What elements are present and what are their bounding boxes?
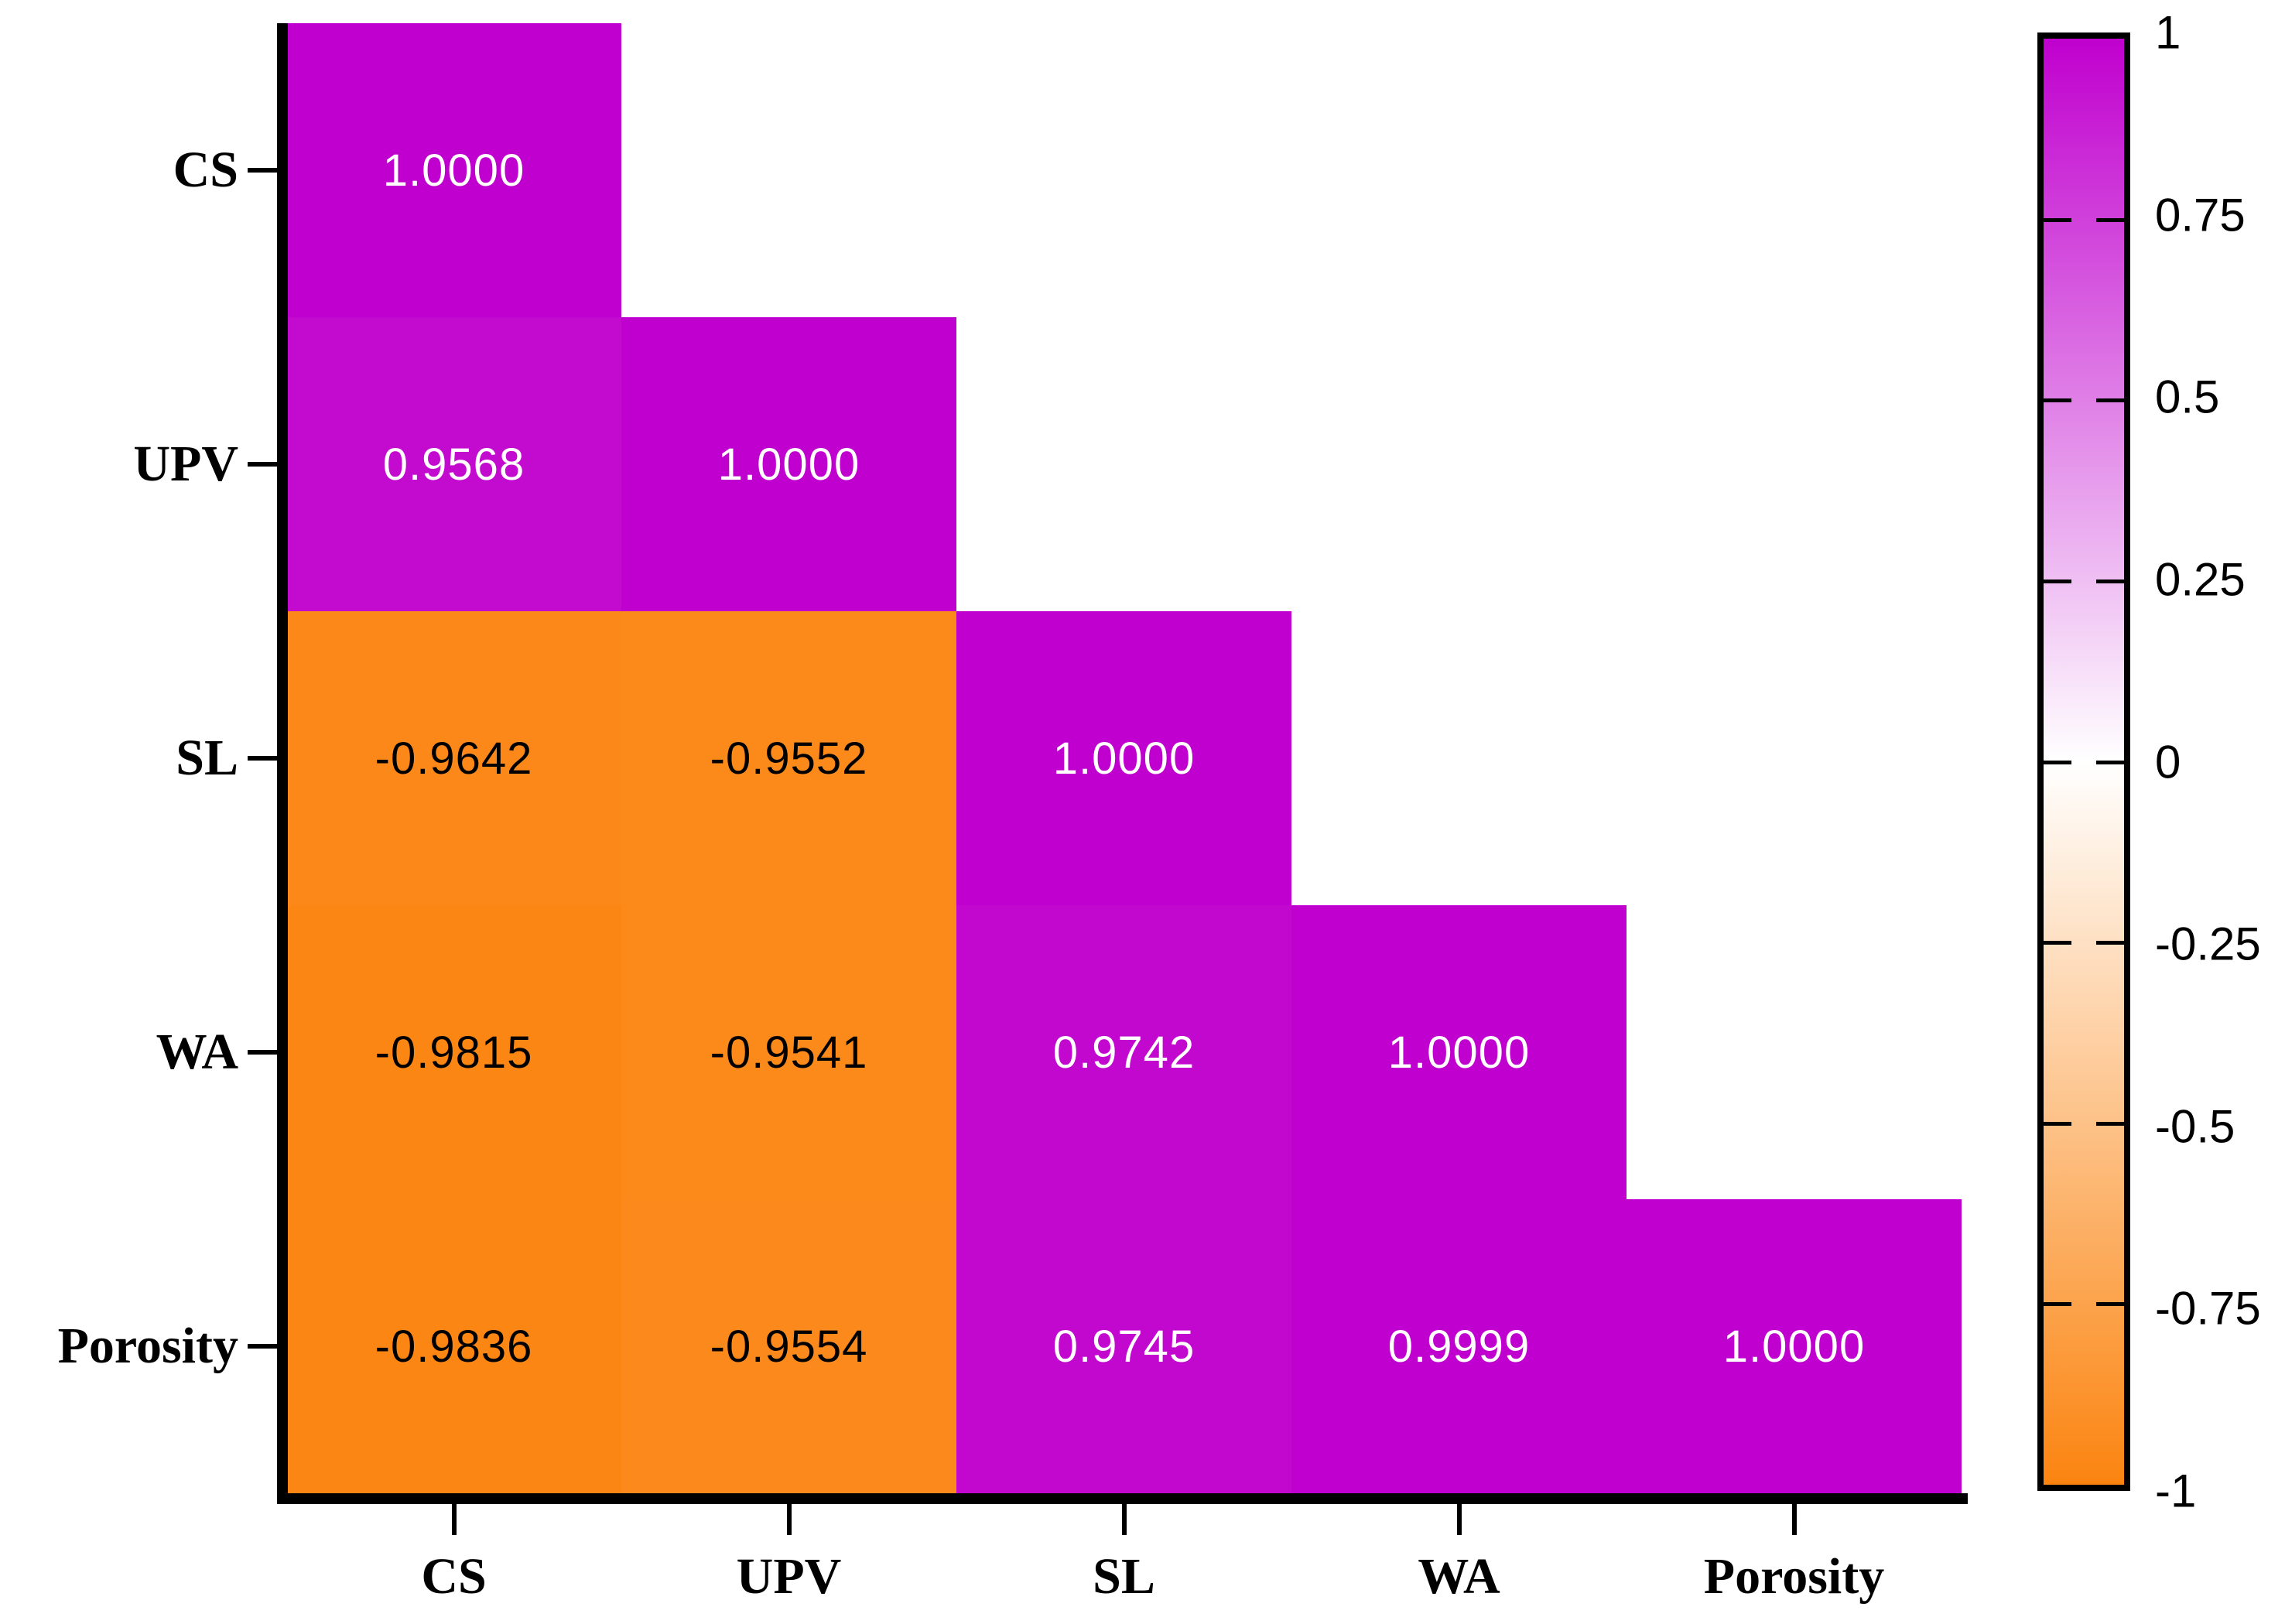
colorbar-label-0.5: 0.5 xyxy=(2155,371,2220,423)
colorbar-tick-left-0 xyxy=(2044,760,2071,764)
colorbar-tick-right-0 xyxy=(2096,760,2124,764)
heatmap-cell-Porosity-WA: 0.9999 xyxy=(1291,1199,1627,1493)
x-tick-CS xyxy=(451,1504,457,1535)
heatmap-cell-SL-CS: -0.9642 xyxy=(286,611,621,905)
colorbar-tick-right--0.5 xyxy=(2096,1121,2124,1126)
colorbar-tick-left-0.25 xyxy=(2044,579,2071,583)
heatmap-cell-WA-SL: 0.9742 xyxy=(956,905,1291,1199)
y-axis-label-WA: WA xyxy=(156,1024,238,1080)
colorbar-label--0.5: -0.5 xyxy=(2155,1100,2235,1153)
colorbar-tick-left--0.75 xyxy=(2044,1302,2071,1307)
heatmap-cell-UPV-UPV: 1.0000 xyxy=(621,317,956,611)
y-axis-line xyxy=(277,23,288,1504)
heatmap-cell-SL-SL: 1.0000 xyxy=(956,611,1291,905)
colorbar-tick-left-0.75 xyxy=(2044,217,2071,222)
x-tick-SL xyxy=(1121,1504,1127,1535)
colorbar-tick-right--0.25 xyxy=(2096,941,2124,945)
colorbar-label--0.25: -0.25 xyxy=(2155,918,2261,970)
x-axis-label-CS: CS xyxy=(421,1548,487,1605)
colorbar-label-1: 1 xyxy=(2155,6,2181,59)
heatmap-cell-WA-WA: 1.0000 xyxy=(1291,905,1627,1199)
heatmap-cell-WA-UPV: -0.9541 xyxy=(621,905,956,1199)
x-axis-label-WA: WA xyxy=(1418,1548,1500,1605)
colorbar xyxy=(2037,32,2130,1491)
y-tick-Porosity xyxy=(248,1344,277,1349)
y-tick-WA xyxy=(248,1050,277,1055)
y-tick-CS xyxy=(248,168,277,173)
x-tick-UPV xyxy=(786,1504,792,1535)
colorbar-label-0.25: 0.25 xyxy=(2155,553,2246,606)
y-tick-UPV xyxy=(248,462,277,467)
colorbar-label--1: -1 xyxy=(2155,1465,2197,1517)
heatmap-cell-SL-UPV: -0.9552 xyxy=(621,611,956,905)
y-axis-label-UPV: UPV xyxy=(133,436,238,492)
colorbar-tick-left--0.25 xyxy=(2044,941,2071,945)
x-axis-label-SL: SL xyxy=(1093,1548,1155,1605)
x-axis-line xyxy=(277,1493,1968,1504)
heatmap-cell-CS-CS: 1.0000 xyxy=(286,23,621,317)
heatmap-cell-UPV-CS: 0.9568 xyxy=(286,317,621,611)
heatmap-cell-WA-CS: -0.9815 xyxy=(286,905,621,1199)
x-tick-Porosity xyxy=(1791,1504,1797,1535)
heatmap-cell-Porosity-CS: -0.9836 xyxy=(286,1199,621,1493)
heatmap-cell-Porosity-SL: 0.9745 xyxy=(956,1199,1291,1493)
colorbar-tick-right--0.75 xyxy=(2096,1302,2124,1307)
colorbar-label--0.75: -0.75 xyxy=(2155,1282,2261,1335)
y-axis-label-SL: SL xyxy=(176,730,238,786)
y-axis-label-CS: CS xyxy=(173,142,238,198)
colorbar-tick-left--0.5 xyxy=(2044,1121,2071,1126)
colorbar-tick-right-0.25 xyxy=(2096,579,2124,583)
colorbar-tick-right-0.75 xyxy=(2096,217,2124,222)
colorbar-tick-left-0.5 xyxy=(2044,398,2071,403)
x-tick-WA xyxy=(1456,1504,1462,1535)
heatmap-cell-Porosity-UPV: -0.9554 xyxy=(621,1199,956,1493)
heatmap-cell-Porosity-Porosity: 1.0000 xyxy=(1627,1199,1962,1493)
colorbar-label-0.75: 0.75 xyxy=(2155,189,2246,241)
colorbar-tick-right-0.5 xyxy=(2096,398,2124,403)
y-axis-label-Porosity: Porosity xyxy=(57,1318,238,1374)
x-axis-label-Porosity: Porosity xyxy=(1703,1548,1885,1605)
x-axis-label-UPV: UPV xyxy=(736,1548,842,1605)
colorbar-label-0: 0 xyxy=(2155,736,2181,788)
y-tick-SL xyxy=(248,756,277,761)
